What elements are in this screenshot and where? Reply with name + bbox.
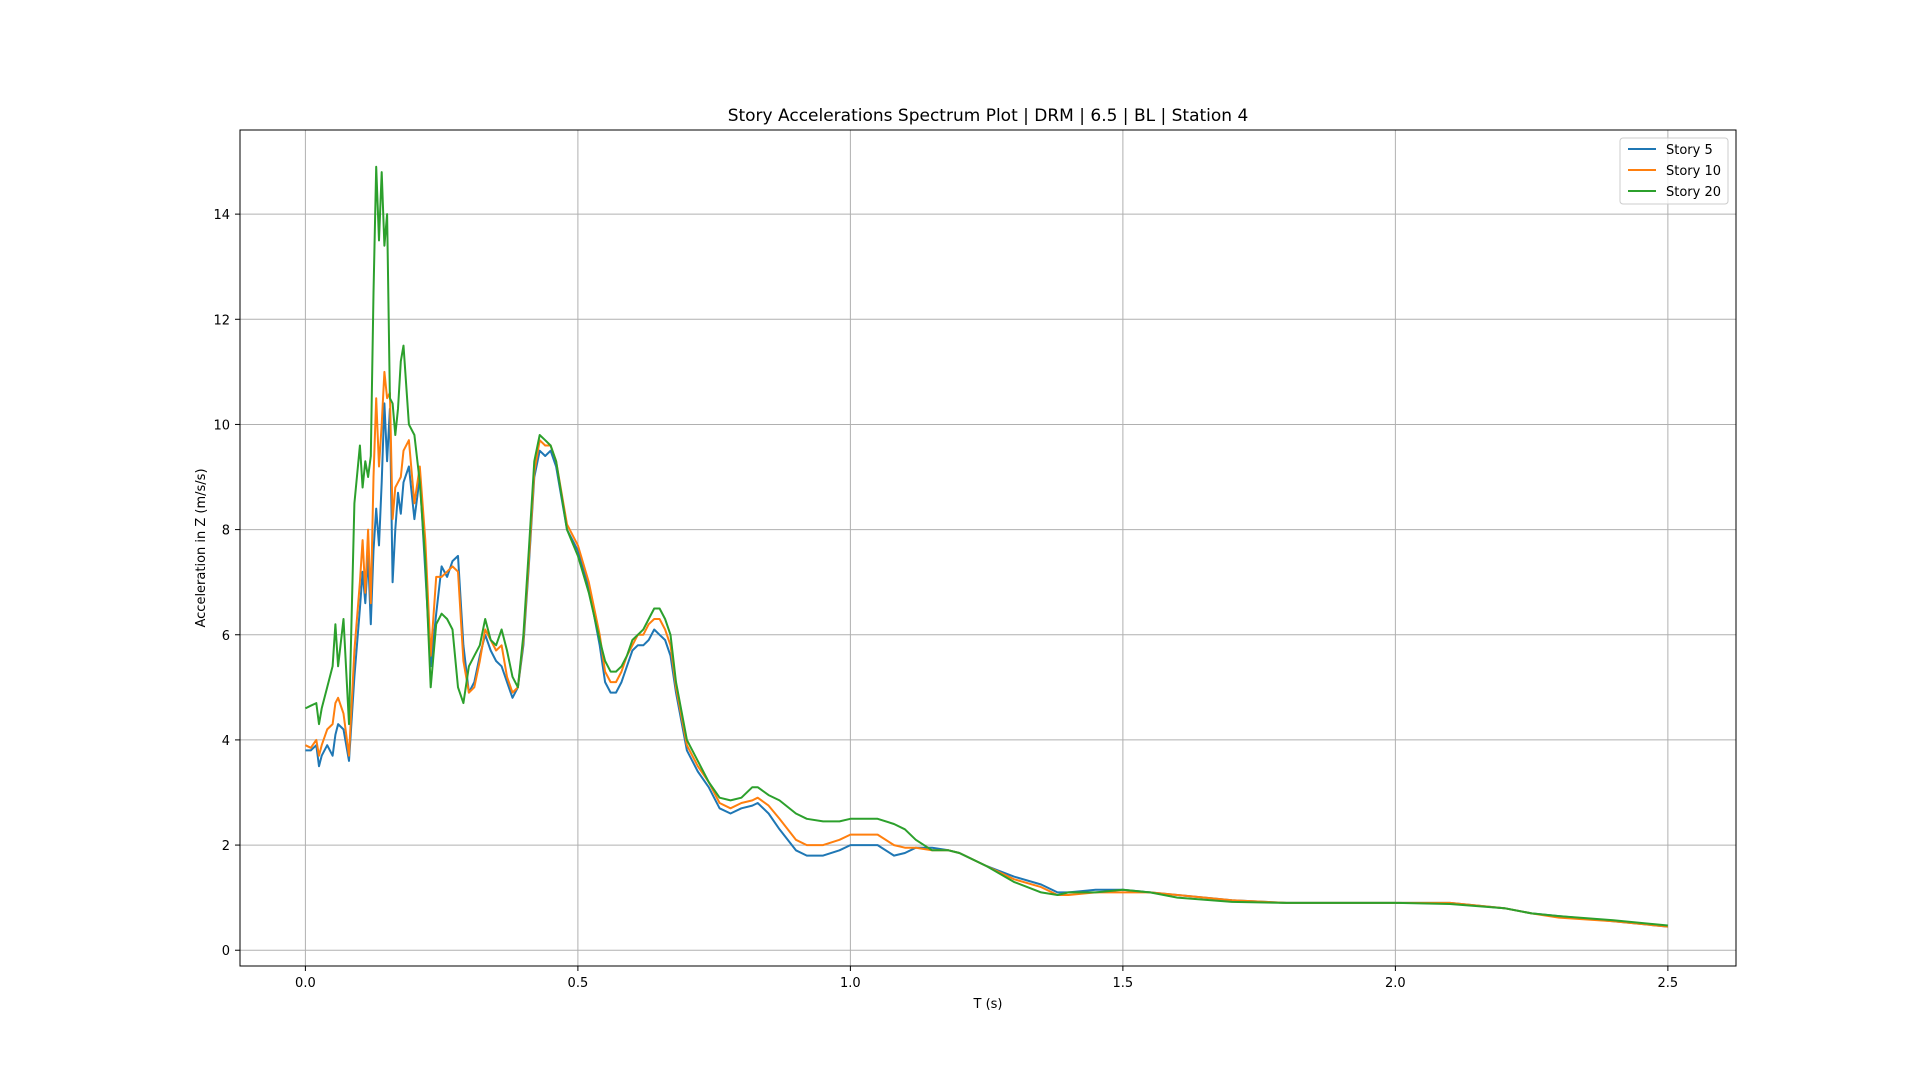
x-axis-label: T (s) [973,997,1003,1012]
legend: Story 5 Story 10 Story 20 [1619,137,1729,205]
y-tick-label: 4 [222,734,230,749]
x-tick-label: 1.5 [1113,976,1134,991]
x-tick-label: 0.5 [568,976,589,991]
x-tick-label: 2.5 [1658,976,1679,991]
legend-label-story-10: Story 10 [1666,164,1721,179]
x-axis-ticks: 0.0 0.5 1.0 1.5 2.0 2.5 [295,966,1678,991]
legend-label-story-20: Story 20 [1666,185,1721,200]
chart-title: Story Accelerations Spectrum Plot | DRM … [728,106,1249,126]
series-lines [304,165,1668,928]
series-line-story-10 [304,370,1668,928]
y-tick-label: 2 [222,839,230,854]
y-tick-label: 6 [222,629,230,644]
x-tick-label: 1.0 [840,976,861,991]
legend-label-story-5: Story 5 [1666,143,1713,158]
series-line-story-20 [304,165,1668,927]
plot-area-frame [239,129,1737,967]
y-axis-ticks: 0 2 4 6 8 10 12 14 [213,208,240,959]
y-tick-label: 12 [213,313,230,328]
legend-box [1619,137,1729,205]
y-tick-label: 0 [222,944,230,959]
y-tick-label: 14 [213,208,230,223]
y-tick-label: 8 [222,524,230,539]
grid-lines [240,130,1736,966]
x-tick-label: 2.0 [1385,976,1406,991]
y-axis-label: Acceleration in Z (m/s/s) [194,468,209,627]
y-tick-label: 10 [213,418,230,433]
x-tick-label: 0.0 [295,976,316,991]
